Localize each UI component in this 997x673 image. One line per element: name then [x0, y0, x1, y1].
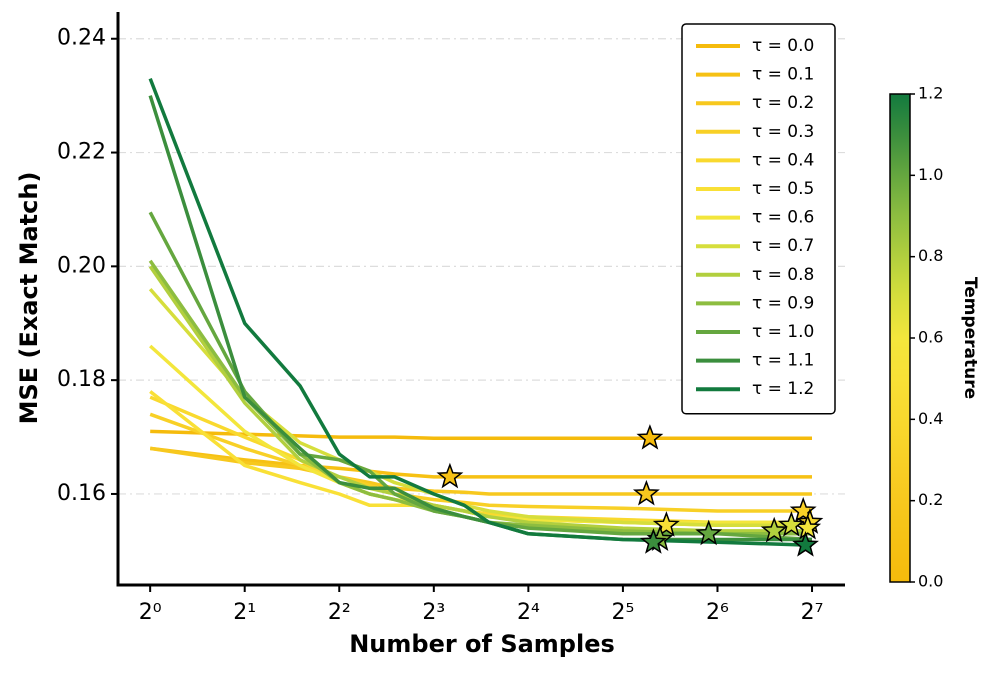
- series-line: [148, 77, 813, 547]
- series-line: [149, 446, 812, 496]
- x-tick-label: 2³: [422, 600, 445, 625]
- legend-label: τ = 1.0: [752, 322, 814, 342]
- series-line: [150, 429, 812, 440]
- legend-label: τ = 0.7: [752, 236, 814, 256]
- legend-label: τ = 1.1: [752, 351, 814, 371]
- best-marker: [695, 519, 723, 546]
- best-marker: [789, 496, 817, 523]
- legend-box: [681, 23, 836, 415]
- best-marker: [777, 511, 805, 537]
- legend-label: τ = 0.1: [752, 65, 814, 85]
- legend-label: τ = 0.3: [752, 122, 814, 142]
- y-axis-label: MSE (Exact Match): [15, 172, 43, 425]
- legend-label: τ = 1.2: [752, 379, 814, 399]
- y-tick-label: 0.18: [57, 367, 106, 392]
- axis-spines: [116, 12, 845, 587]
- legend-label: τ = 0.5: [752, 179, 814, 199]
- legend-label: τ = 0.8: [752, 265, 814, 285]
- colorbar-tick-label: 0.2: [918, 490, 943, 509]
- colorbar-tick-label: 0.6: [918, 328, 943, 347]
- x-tick-label: 2²: [328, 600, 351, 625]
- legend-label: τ = 0.6: [752, 208, 814, 228]
- best-marker: [639, 528, 667, 554]
- x-tick-label: 2⁴: [517, 600, 540, 625]
- x-tick-label: 2⁵: [612, 600, 635, 625]
- colorbar-tick-label: 1.0: [918, 165, 943, 184]
- best-marker: [792, 531, 819, 557]
- legend-label: τ = 0.4: [752, 150, 814, 170]
- best-marker: [632, 479, 660, 506]
- best-marker: [760, 516, 788, 543]
- y-tick-label: 0.16: [57, 481, 106, 506]
- y-tick-label: 0.22: [57, 140, 106, 165]
- x-axis-label: Number of Samples: [349, 630, 615, 658]
- y-tick-label: 0.20: [57, 253, 106, 278]
- x-tick-label: 2⁰: [139, 600, 162, 625]
- series-line: [148, 211, 813, 542]
- best-marker: [652, 511, 680, 537]
- colorbar-tick-label: 0.0: [918, 572, 943, 591]
- legend-label: τ = 0.2: [752, 93, 814, 113]
- colorbar-label: Temperature: [960, 277, 980, 399]
- y-tick-label: 0.24: [57, 26, 106, 51]
- series-line: [148, 265, 812, 533]
- legend-label: τ = 0.9: [752, 293, 814, 313]
- x-tick-label: 2¹: [233, 600, 256, 625]
- best-marker: [636, 424, 664, 450]
- colorbar-tick-label: 1.2: [918, 84, 943, 103]
- x-tick-label: 2⁶: [706, 600, 729, 625]
- best-marker: [436, 462, 464, 489]
- colorbar-tick-label: 0.4: [918, 409, 943, 428]
- colorbar: [889, 93, 911, 583]
- x-tick-label: 2⁷: [801, 600, 824, 625]
- legend-label: τ = 0.0: [752, 36, 814, 56]
- colorbar-tick-label: 0.8: [918, 246, 943, 265]
